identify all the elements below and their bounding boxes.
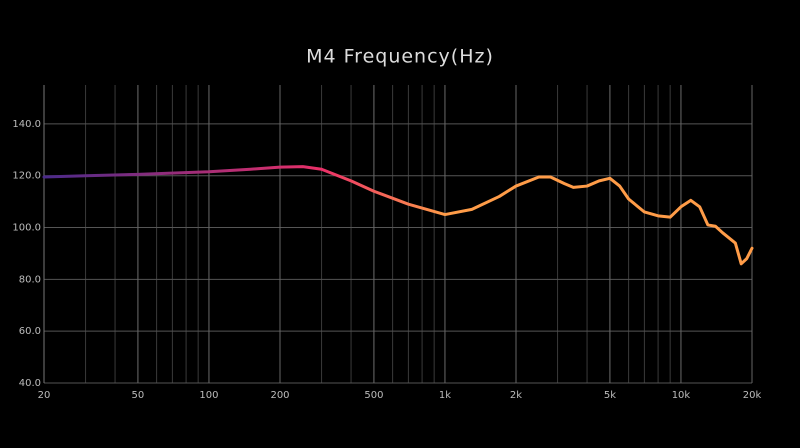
response-line [42, 165, 754, 266]
x-tick-label: 20 [38, 390, 51, 401]
x-tick-label: 500 [364, 390, 383, 401]
x-tick-label: 50 [132, 390, 145, 401]
y-tick-label: 140.0 [12, 119, 41, 130]
chart-title: M4 Frequency(Hz) [306, 46, 494, 68]
x-tick-label: 5k [604, 390, 616, 401]
y-tick-label: 120.0 [12, 171, 41, 182]
y-tick-label: 80.0 [19, 274, 41, 285]
x-tick-label: 200 [270, 390, 289, 401]
x-tick-label: 1k [439, 390, 451, 401]
x-tick-label: 2k [510, 390, 522, 401]
x-tick-label: 100 [199, 390, 218, 401]
y-tick-label: 40.0 [19, 378, 41, 389]
x-tick-label: 10k [672, 390, 691, 401]
x-tick-label: 20k [743, 390, 762, 401]
y-tick-label: 60.0 [19, 326, 41, 337]
y-tick-label: 100.0 [12, 223, 41, 234]
